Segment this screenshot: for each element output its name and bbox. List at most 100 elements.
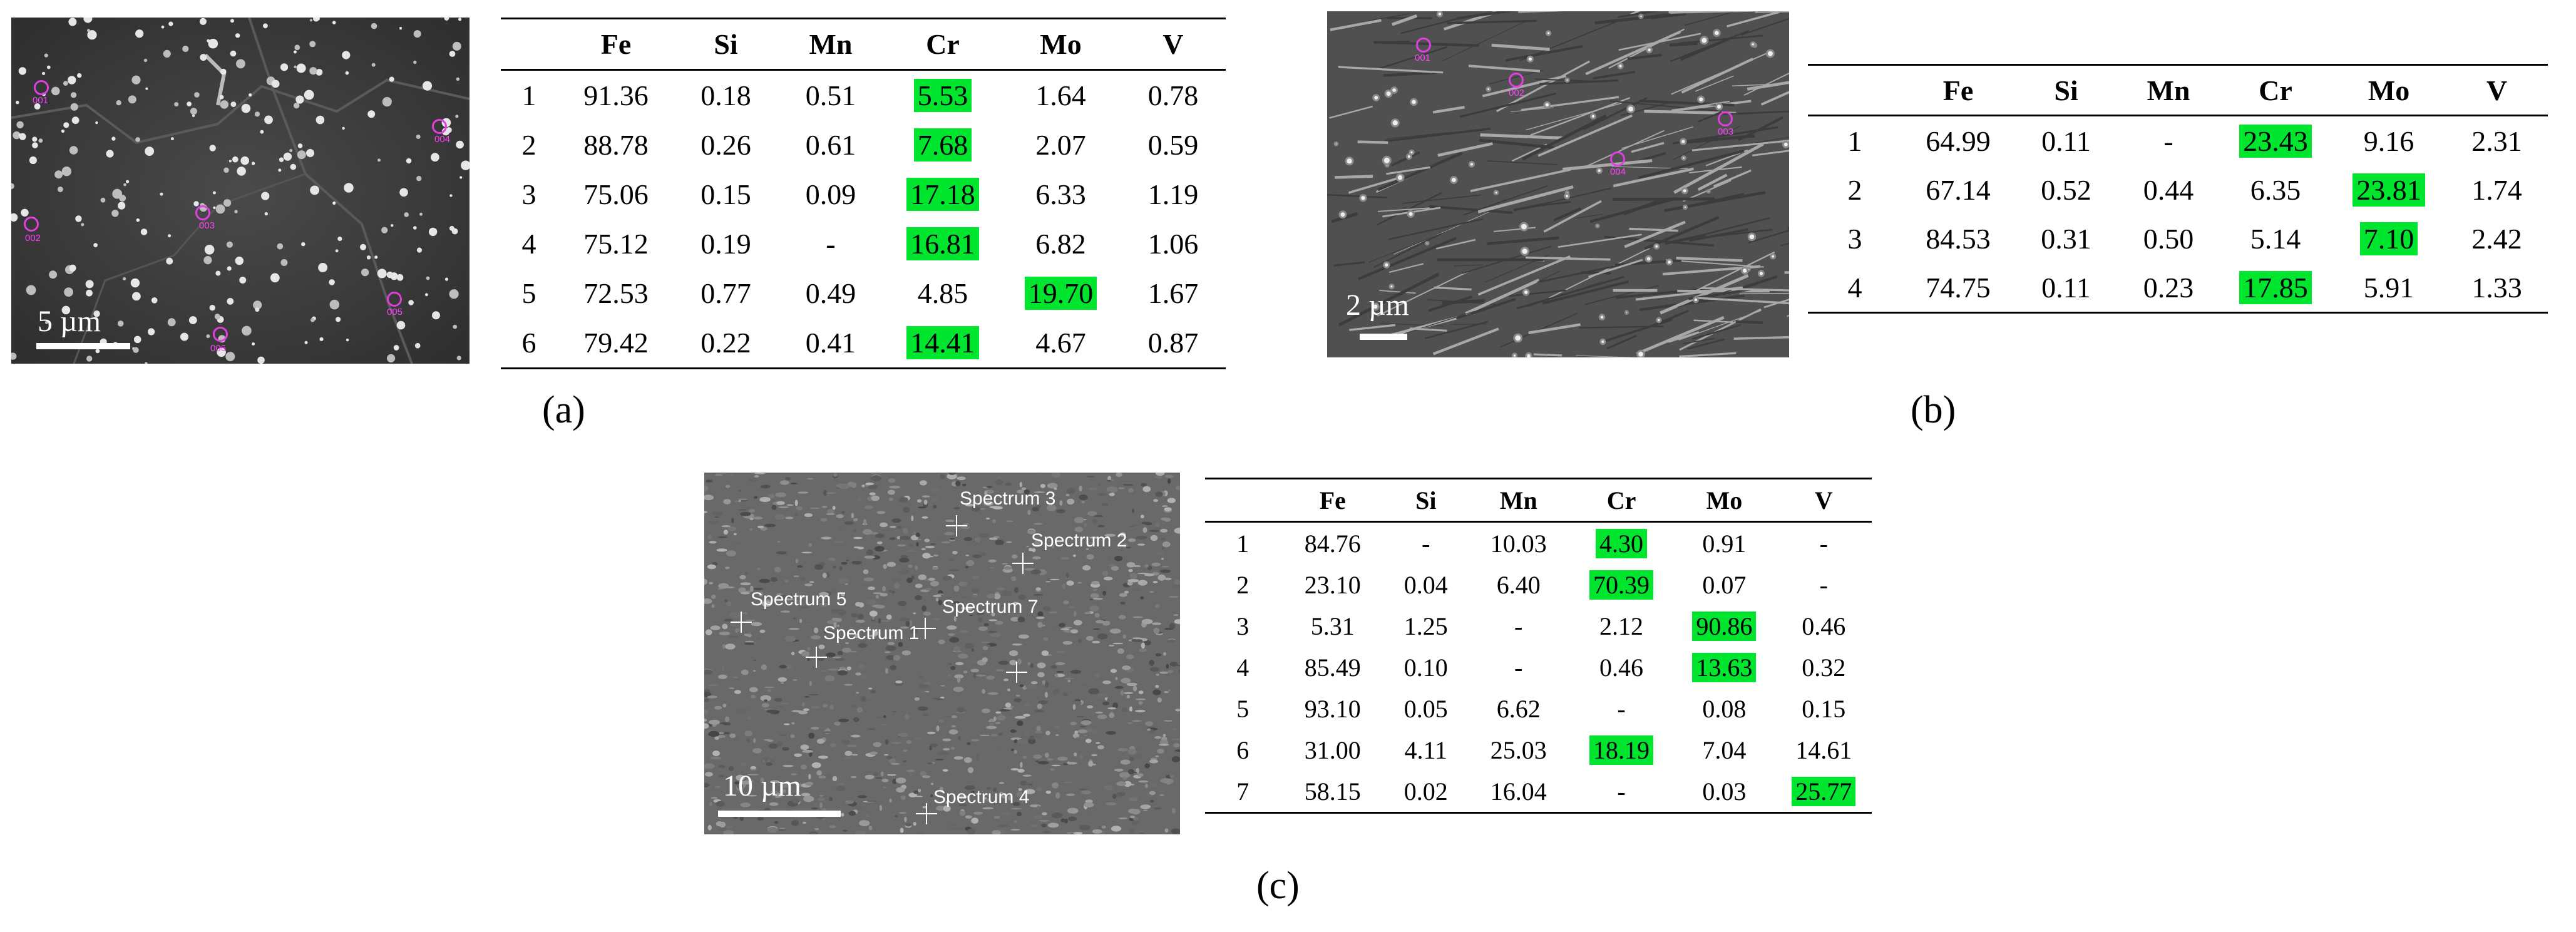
table-cell: 4	[521, 228, 536, 260]
table-cell: 6.82	[1035, 228, 1086, 260]
table-cell: 2.07	[1035, 129, 1086, 161]
table-cell: 0.07	[1702, 570, 1747, 599]
marker-a-004	[432, 119, 447, 134]
table-cell: 0.44	[2143, 173, 2194, 206]
caption-c: (c)	[1256, 864, 1300, 907]
table-cell: 0.03	[1702, 777, 1747, 806]
table-cell: 5.91	[2363, 271, 2414, 304]
table-cell: 5.14	[2250, 222, 2301, 255]
marker-b-003	[1718, 111, 1733, 126]
table-row: 7 58.15 0.02 16.04 - 0.03 25.77	[1205, 771, 1872, 813]
table-cell: 2.31	[2471, 125, 2522, 157]
table-a-col-header: Mo	[1001, 18, 1121, 71]
table-cell: 5.53	[885, 70, 1001, 121]
table-a-col-header	[501, 18, 557, 71]
table-b-col-header: Mo	[2332, 64, 2446, 116]
marker-b-001	[1416, 38, 1431, 53]
table-cell: 7.04	[1702, 735, 1747, 764]
eds-table-a: Fe Si Mn Cr Mo V 1 91.36 0.18 0.51 5.53 1.64 0.78 2 8…	[501, 18, 1226, 369]
table-cell: 64.99	[1926, 125, 1991, 157]
table-cell: 25.03	[1490, 735, 1547, 764]
highlighted-value: 4.30	[1596, 528, 1648, 558]
table-cell: -	[1422, 529, 1430, 558]
table-a-col-header: V	[1121, 18, 1226, 71]
highlighted-value: 23.81	[2353, 173, 2425, 207]
table-cell: 72.53	[583, 277, 649, 309]
spectrum-label-1: Spectrum 1	[823, 623, 920, 643]
marker-label-a-006: 006	[210, 343, 227, 354]
marker-b-002	[1509, 73, 1524, 88]
table-cell: 1.19	[1147, 178, 1199, 210]
scale-bar-b	[1360, 334, 1407, 340]
table-cell: 0.77	[700, 277, 751, 309]
highlighted-value: 5.53	[913, 79, 972, 112]
table-cell: 75.12	[583, 228, 649, 260]
marker-label-b-002: 002	[1509, 88, 1525, 98]
spectrum-label-4: Spectrum 4	[933, 787, 1030, 807]
table-cell: -	[1617, 694, 1626, 723]
table-cell: -	[2163, 125, 2173, 157]
table-cell: 0.41	[805, 327, 856, 359]
highlighted-value: 25.77	[1792, 776, 1856, 806]
table-cell: 10.03	[1490, 529, 1547, 558]
table-cell: 0.26	[700, 129, 751, 161]
table-row: 1 91.36 0.18 0.51 5.53 1.64 0.78	[501, 70, 1226, 121]
spectrum-marker-5	[731, 612, 752, 633]
table-cell: 7.10	[2332, 214, 2446, 263]
table-cell: 79.42	[583, 327, 649, 359]
table-a-col-header: Si	[675, 18, 777, 71]
table-cell: 18.19	[1570, 729, 1673, 771]
table-cell: 85.49	[1304, 653, 1361, 682]
table-cell: -	[1819, 529, 1828, 558]
sem-image-a: 001 002 003 004 005 006 5 µm	[11, 18, 470, 364]
table-cell: 7.68	[885, 120, 1001, 170]
table-cell: 0.50	[2143, 222, 2194, 255]
table-cell: 1.06	[1147, 228, 1199, 260]
table-cell: 16.04	[1490, 777, 1547, 806]
table-cell: 0.18	[700, 79, 751, 111]
table-cell: 0.32	[1802, 653, 1846, 682]
spectrum-label-3: Spectrum 3	[960, 488, 1056, 509]
highlighted-value: 90.86	[1692, 611, 1757, 641]
spectrum-label-7: Spectrum 7	[942, 597, 1039, 617]
table-c-col-header: Fe	[1280, 478, 1385, 523]
table-cell: 58.15	[1304, 777, 1361, 806]
marker-label-b-003: 003	[1718, 126, 1734, 137]
table-a-header: Fe Si Mn Cr Mo V	[501, 18, 1226, 71]
table-cell: 7	[1236, 777, 1250, 806]
table-row: 3 5.31 1.25 - 2.12 90.86 0.46	[1205, 605, 1872, 647]
table-cell: 1.64	[1035, 79, 1086, 111]
table-cell: 0.52	[2041, 173, 2091, 206]
table-row: 1 84.76 - 10.03 4.30 0.91 -	[1205, 522, 1872, 565]
spectrum-marker-1b	[806, 647, 827, 668]
table-cell: 2	[1236, 570, 1250, 599]
table-cell: 0.46	[1802, 612, 1846, 640]
table-cell: 0.31	[2041, 222, 2091, 255]
sem-image-c: Spectrum 3 Spectrum 2 Spectrum 5 Spectru…	[704, 473, 1180, 834]
table-cell: 84.76	[1304, 529, 1361, 558]
marker-label-a-002: 002	[25, 233, 41, 243]
table-row: 4 75.12 0.19 - 16.81 6.82 1.06	[501, 219, 1226, 269]
highlighted-value: 70.39	[1589, 570, 1654, 600]
scale-bar-c	[718, 811, 841, 817]
table-cell: 5	[1236, 694, 1250, 723]
spectrum-marker-2	[1012, 553, 1034, 574]
table-row: 6 79.42 0.22 0.41 14.41 4.67 0.87	[501, 318, 1226, 369]
table-cell: 1.25	[1403, 612, 1448, 640]
table-b-col-header: Mn	[2118, 64, 2219, 116]
table-cell: 4.85	[917, 277, 968, 309]
table-b-body: 1 64.99 0.11 - 23.43 9.16 2.31 2 67.14 0.52 0.44 6.…	[1808, 116, 2548, 313]
table-cell: 3	[1847, 222, 1862, 255]
table-c-body: 1 84.76 - 10.03 4.30 0.91 - 2 23.10 0.04 6.40 70.39…	[1205, 522, 1872, 813]
table-c-col-header: Mo	[1673, 478, 1776, 523]
table-row: 3 75.06 0.15 0.09 17.18 6.33 1.19	[501, 170, 1226, 219]
table-c-col-header: Mn	[1467, 478, 1570, 523]
table-cell: 23.10	[1304, 570, 1361, 599]
highlighted-value: 7.68	[913, 128, 972, 161]
table-row: 1 64.99 0.11 - 23.43 9.16 2.31	[1808, 116, 2548, 166]
table-a-col-header: Fe	[557, 18, 675, 71]
table-cell: 0.78	[1147, 79, 1199, 111]
table-b-col-header: V	[2446, 64, 2548, 116]
scale-label-b: 2 µm	[1346, 289, 1409, 322]
table-cell: 0.19	[700, 228, 751, 260]
